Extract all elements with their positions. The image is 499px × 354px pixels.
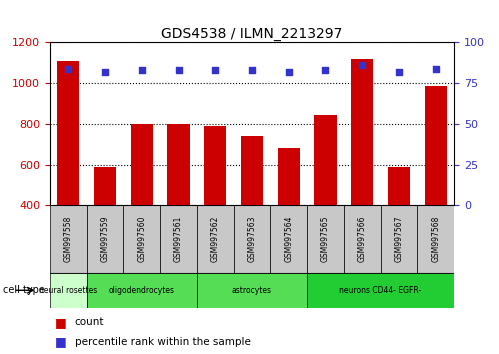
Bar	[351, 59, 373, 205]
Text: GSM997567: GSM997567	[395, 216, 404, 262]
Text: GSM997563: GSM997563	[248, 216, 256, 262]
Bar	[87, 273, 197, 308]
Text: GSM997565: GSM997565	[321, 216, 330, 262]
Point	[432, 66, 440, 72]
Bar	[234, 205, 270, 273]
Text: GSM997558: GSM997558	[64, 216, 73, 262]
Title: GDS4538 / ILMN_2213297: GDS4538 / ILMN_2213297	[161, 28, 343, 41]
Point	[358, 62, 366, 68]
Text: GSM997561: GSM997561	[174, 216, 183, 262]
Text: GSM997568: GSM997568	[431, 216, 440, 262]
Text: GSM997564: GSM997564	[284, 216, 293, 262]
Bar	[50, 273, 87, 308]
Point	[175, 67, 183, 73]
Text: neural rosettes: neural rosettes	[39, 286, 97, 295]
Bar	[381, 205, 417, 273]
Text: GSM997560: GSM997560	[137, 216, 146, 262]
Bar	[417, 205, 454, 273]
Bar	[131, 124, 153, 205]
Text: ■: ■	[55, 316, 67, 329]
Bar	[50, 205, 87, 273]
Bar	[123, 205, 160, 273]
Point	[64, 66, 72, 72]
Bar	[307, 205, 344, 273]
Bar	[314, 115, 336, 205]
Point	[321, 67, 329, 73]
Bar	[87, 205, 123, 273]
Bar	[160, 205, 197, 273]
Bar	[241, 136, 263, 205]
Bar	[388, 167, 410, 205]
Point	[248, 67, 256, 73]
Bar	[204, 126, 226, 205]
Point	[211, 67, 219, 73]
Point	[101, 69, 109, 75]
Bar	[307, 273, 454, 308]
Bar	[94, 167, 116, 205]
Bar	[425, 86, 447, 205]
Bar	[168, 124, 190, 205]
Text: GSM997559: GSM997559	[100, 216, 109, 262]
Text: GSM997562: GSM997562	[211, 216, 220, 262]
Bar	[270, 205, 307, 273]
Point	[285, 69, 293, 75]
Bar	[57, 61, 79, 205]
Bar	[197, 205, 234, 273]
Text: ■: ■	[55, 335, 67, 348]
Bar	[197, 273, 307, 308]
Bar	[344, 205, 381, 273]
Text: oligodendrocytes: oligodendrocytes	[109, 286, 175, 295]
Text: GSM997566: GSM997566	[358, 216, 367, 262]
Text: neurons CD44- EGFR-: neurons CD44- EGFR-	[339, 286, 422, 295]
Text: cell type: cell type	[3, 285, 45, 295]
Bar	[278, 148, 300, 205]
Text: count: count	[75, 317, 104, 327]
Point	[395, 69, 403, 75]
Text: astrocytes: astrocytes	[232, 286, 272, 295]
Text: percentile rank within the sample: percentile rank within the sample	[75, 337, 250, 347]
Point	[138, 67, 146, 73]
